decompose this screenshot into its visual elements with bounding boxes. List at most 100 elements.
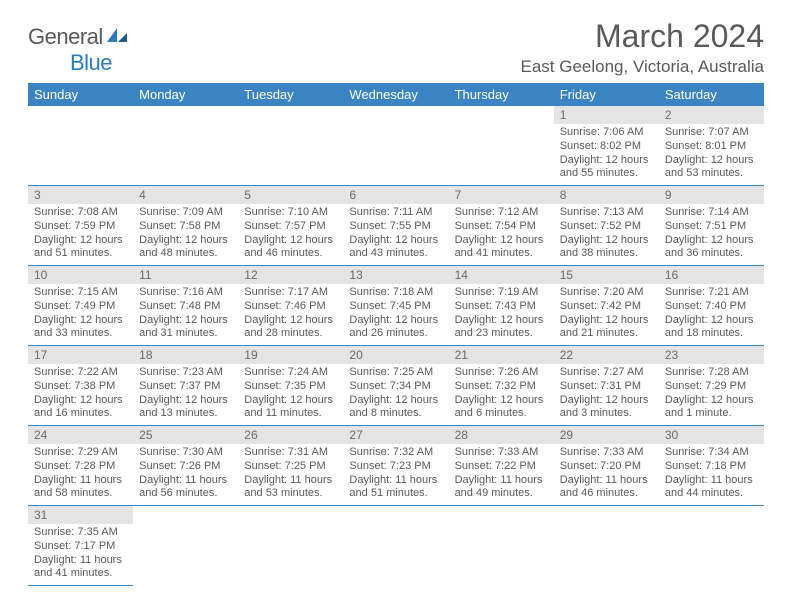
day-number: 31 [28,506,133,524]
day-data: Sunrise: 7:33 AMSunset: 7:22 PMDaylight:… [449,444,554,505]
calendar-cell [133,506,238,586]
day-number-empty [28,106,133,124]
day-data: Sunrise: 7:07 AMSunset: 8:01 PMDaylight:… [659,124,764,185]
calendar-cell: 4Sunrise: 7:09 AMSunset: 7:58 PMDaylight… [133,186,238,266]
day-header: Monday [133,83,238,106]
calendar-cell: 3Sunrise: 7:08 AMSunset: 7:59 PMDaylight… [28,186,133,266]
day-number: 27 [343,426,448,444]
day-data: Sunrise: 7:35 AMSunset: 7:17 PMDaylight:… [28,524,133,585]
calendar-cell [238,106,343,186]
location: East Geelong, Victoria, Australia [521,57,765,77]
calendar-cell [449,506,554,586]
day-data: Sunrise: 7:17 AMSunset: 7:46 PMDaylight:… [238,284,343,345]
calendar-cell: 25Sunrise: 7:30 AMSunset: 7:26 PMDayligh… [133,426,238,506]
calendar-week-row: 17Sunrise: 7:22 AMSunset: 7:38 PMDayligh… [28,346,764,426]
day-number: 22 [554,346,659,364]
calendar-cell: 14Sunrise: 7:19 AMSunset: 7:43 PMDayligh… [449,266,554,346]
day-data: Sunrise: 7:24 AMSunset: 7:35 PMDaylight:… [238,364,343,425]
day-number: 18 [133,346,238,364]
logo-text-general: General [28,24,103,49]
day-number-empty [238,506,343,524]
logo: General Blue [28,24,129,76]
day-number: 14 [449,266,554,284]
day-number: 24 [28,426,133,444]
day-number: 13 [343,266,448,284]
calendar-cell: 8Sunrise: 7:13 AMSunset: 7:52 PMDaylight… [554,186,659,266]
day-number: 20 [343,346,448,364]
logo-sail-icon [105,24,129,50]
day-data: Sunrise: 7:10 AMSunset: 7:57 PMDaylight:… [238,204,343,265]
day-data: Sunrise: 7:08 AMSunset: 7:59 PMDaylight:… [28,204,133,265]
day-number: 2 [659,106,764,124]
calendar-cell: 12Sunrise: 7:17 AMSunset: 7:46 PMDayligh… [238,266,343,346]
calendar-cell: 7Sunrise: 7:12 AMSunset: 7:54 PMDaylight… [449,186,554,266]
calendar-week-row: 31Sunrise: 7:35 AMSunset: 7:17 PMDayligh… [28,506,764,586]
day-data: Sunrise: 7:28 AMSunset: 7:29 PMDaylight:… [659,364,764,425]
calendar-cell: 17Sunrise: 7:22 AMSunset: 7:38 PMDayligh… [28,346,133,426]
calendar-cell: 18Sunrise: 7:23 AMSunset: 7:37 PMDayligh… [133,346,238,426]
day-data: Sunrise: 7:16 AMSunset: 7:48 PMDaylight:… [133,284,238,345]
day-number: 10 [28,266,133,284]
calendar-cell: 15Sunrise: 7:20 AMSunset: 7:42 PMDayligh… [554,266,659,346]
calendar-cell: 31Sunrise: 7:35 AMSunset: 7:17 PMDayligh… [28,506,133,586]
calendar-cell: 16Sunrise: 7:21 AMSunset: 7:40 PMDayligh… [659,266,764,346]
day-data: Sunrise: 7:27 AMSunset: 7:31 PMDaylight:… [554,364,659,425]
calendar-cell: 23Sunrise: 7:28 AMSunset: 7:29 PMDayligh… [659,346,764,426]
calendar-cell: 21Sunrise: 7:26 AMSunset: 7:32 PMDayligh… [449,346,554,426]
day-number-empty [449,106,554,124]
day-header: Wednesday [343,83,448,106]
calendar-cell [28,106,133,186]
calendar-week-row: 24Sunrise: 7:29 AMSunset: 7:28 PMDayligh… [28,426,764,506]
calendar-cell: 10Sunrise: 7:15 AMSunset: 7:49 PMDayligh… [28,266,133,346]
day-number: 26 [238,426,343,444]
calendar-cell: 2Sunrise: 7:07 AMSunset: 8:01 PMDaylight… [659,106,764,186]
day-data: Sunrise: 7:18 AMSunset: 7:45 PMDaylight:… [343,284,448,345]
calendar-week-row: 1Sunrise: 7:06 AMSunset: 8:02 PMDaylight… [28,106,764,186]
day-number: 29 [554,426,659,444]
day-number: 6 [343,186,448,204]
day-number: 25 [133,426,238,444]
day-data: Sunrise: 7:34 AMSunset: 7:18 PMDaylight:… [659,444,764,505]
day-number-empty [343,506,448,524]
day-data: Sunrise: 7:30 AMSunset: 7:26 PMDaylight:… [133,444,238,505]
day-data: Sunrise: 7:26 AMSunset: 7:32 PMDaylight:… [449,364,554,425]
day-data: Sunrise: 7:15 AMSunset: 7:49 PMDaylight:… [28,284,133,345]
day-data: Sunrise: 7:13 AMSunset: 7:52 PMDaylight:… [554,204,659,265]
calendar-cell: 26Sunrise: 7:31 AMSunset: 7:25 PMDayligh… [238,426,343,506]
calendar-cell: 6Sunrise: 7:11 AMSunset: 7:55 PMDaylight… [343,186,448,266]
day-number-empty [449,506,554,524]
logo-text-blue: Blue [70,50,112,75]
calendar-cell: 5Sunrise: 7:10 AMSunset: 7:57 PMDaylight… [238,186,343,266]
day-number: 30 [659,426,764,444]
day-number: 12 [238,266,343,284]
header: General Blue March 2024 East Geelong, Vi… [28,18,764,77]
day-header: Friday [554,83,659,106]
calendar-cell: 19Sunrise: 7:24 AMSunset: 7:35 PMDayligh… [238,346,343,426]
calendar-cell: 9Sunrise: 7:14 AMSunset: 7:51 PMDaylight… [659,186,764,266]
calendar-cell [238,506,343,586]
day-number-empty [133,106,238,124]
day-header-row: Sunday Monday Tuesday Wednesday Thursday… [28,83,764,106]
day-data: Sunrise: 7:23 AMSunset: 7:37 PMDaylight:… [133,364,238,425]
day-number: 5 [238,186,343,204]
day-number: 7 [449,186,554,204]
calendar-cell: 29Sunrise: 7:33 AMSunset: 7:20 PMDayligh… [554,426,659,506]
day-data: Sunrise: 7:31 AMSunset: 7:25 PMDaylight:… [238,444,343,505]
day-number: 19 [238,346,343,364]
day-data: Sunrise: 7:14 AMSunset: 7:51 PMDaylight:… [659,204,764,265]
day-data: Sunrise: 7:25 AMSunset: 7:34 PMDaylight:… [343,364,448,425]
calendar-cell: 30Sunrise: 7:34 AMSunset: 7:18 PMDayligh… [659,426,764,506]
day-number: 3 [28,186,133,204]
day-data: Sunrise: 7:22 AMSunset: 7:38 PMDaylight:… [28,364,133,425]
month-title: March 2024 [521,18,765,55]
day-number: 4 [133,186,238,204]
day-number: 15 [554,266,659,284]
calendar-cell [554,506,659,586]
calendar-cell: 28Sunrise: 7:33 AMSunset: 7:22 PMDayligh… [449,426,554,506]
day-header: Tuesday [238,83,343,106]
day-number-empty [343,106,448,124]
calendar-cell: 11Sunrise: 7:16 AMSunset: 7:48 PMDayligh… [133,266,238,346]
calendar-cell: 1Sunrise: 7:06 AMSunset: 8:02 PMDaylight… [554,106,659,186]
day-number-empty [554,506,659,524]
day-data: Sunrise: 7:11 AMSunset: 7:55 PMDaylight:… [343,204,448,265]
